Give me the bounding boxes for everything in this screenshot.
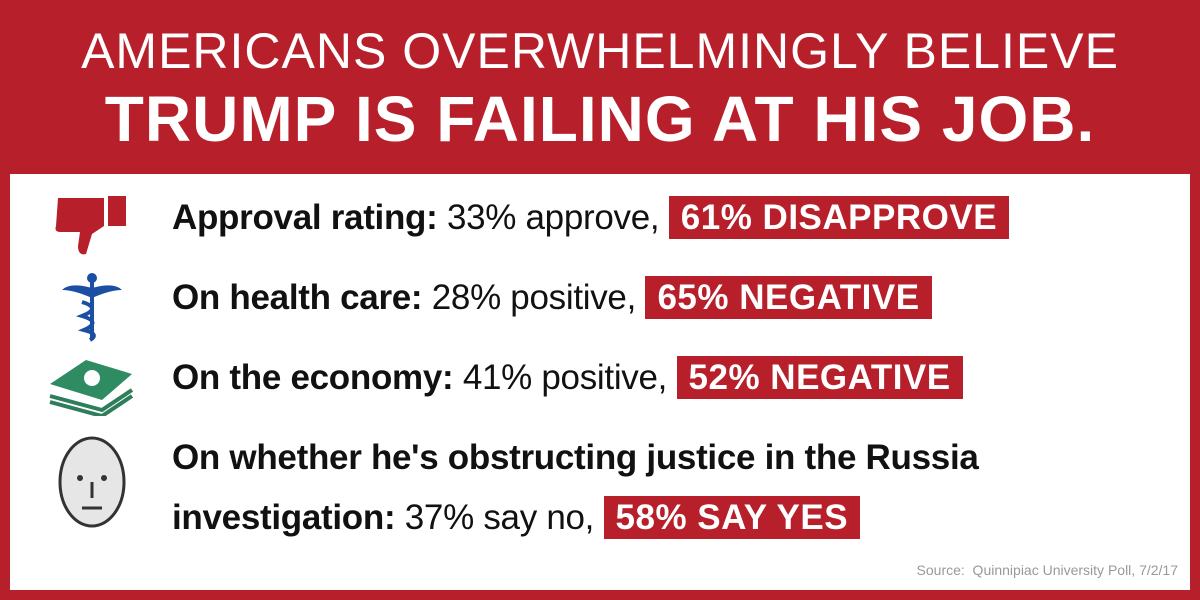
caduceus-icon <box>62 273 122 342</box>
money-icon <box>49 360 134 416</box>
header-line-1: AMERICANS OVERWHELMINGLY BELIEVE <box>81 23 1119 79</box>
stat-label: On health care: <box>172 278 423 317</box>
stat-row: On whether he's obstructing justice in t… <box>172 428 1182 548</box>
stat-row: Approval rating: 33% approve, 61% DISAPP… <box>172 188 1182 248</box>
stat-highlight: 58% SAY YES <box>603 496 861 539</box>
stat-neutral: 33% approve, <box>446 198 660 237</box>
stat-label: On the economy: <box>172 358 454 397</box>
stat-row: On the economy: 41% positive, 52% NEGATI… <box>172 348 1182 408</box>
stat-neutral: 28% positive, <box>431 278 637 317</box>
stat-highlight: 65% NEGATIVE <box>645 276 932 319</box>
stat-neutral: 37% say no, <box>404 498 595 537</box>
stat-label: On whether he's obstructing justice in t… <box>172 438 979 537</box>
stat-highlight: 52% NEGATIVE <box>676 356 963 399</box>
stat-row: On health care: 28% positive, 65% NEGATI… <box>172 268 1182 328</box>
panel <box>10 174 1190 590</box>
stat-label: Approval rating: <box>172 198 438 237</box>
face-icon <box>58 436 126 528</box>
stat-highlight: 61% DISAPPROVE <box>668 196 1010 239</box>
header-line-2: TRUMP IS FAILING AT HIS JOB. <box>104 83 1096 155</box>
thumbs-down-icon <box>55 196 126 255</box>
stat-neutral: 41% positive, <box>462 358 668 397</box>
source-note: Source: Quinnipiac University Poll, 7/2/… <box>916 562 1178 578</box>
